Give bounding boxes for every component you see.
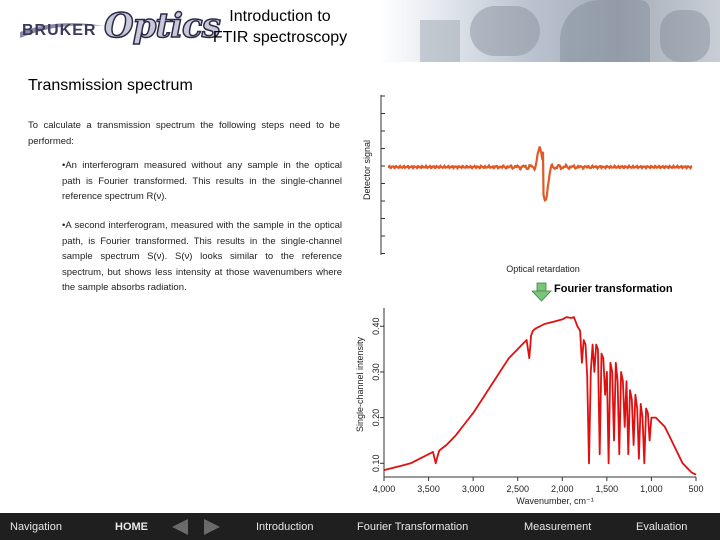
spectrum-x-tick-label: 2,500 xyxy=(506,484,529,494)
spectrum-y-tick-label: 0.20 xyxy=(371,409,381,427)
navigation-bar: Navigation HOME Introduction Fourier Tra… xyxy=(0,513,720,540)
spectrum-chart: 0.10 0.20 0.30 0.40 4,000 3,500 3,000 2,500 2,0… xyxy=(355,308,704,506)
nav-measurement-link[interactable]: Measurement xyxy=(524,521,592,533)
nav-fourier-link[interactable]: Fourier Transformation xyxy=(357,521,469,533)
title-line-2: FTIR spectroscopy xyxy=(212,29,348,46)
nav-label: Navigation xyxy=(10,521,62,533)
spectrum-y-tick-label: 0.30 xyxy=(371,363,381,381)
spectrum-x-tick-label: 2,000 xyxy=(551,484,574,494)
spectrum-y-tick-label: 0.10 xyxy=(371,455,381,473)
header: BRUKER Optics Introduction to FTIR spect… xyxy=(0,0,720,62)
spectrum-y-tick-label: 0.40 xyxy=(371,318,381,336)
down-arrow-icon xyxy=(532,282,552,302)
next-arrow-icon[interactable] xyxy=(204,519,220,535)
logo-brand: BRUKER xyxy=(22,22,97,39)
header-photo xyxy=(380,0,720,62)
interferogram-chart: Detector signal Optical retardation xyxy=(362,95,693,274)
previous-arrow-icon[interactable] xyxy=(172,519,188,535)
spectrum-x-tick-label: 1,000 xyxy=(640,484,663,494)
spectrum-x-tick-label: 500 xyxy=(688,484,703,494)
title-line-1: Introduction to xyxy=(229,8,331,25)
logo-swoosh-icon xyxy=(20,23,104,38)
interferogram-xlabel: Optical retardation xyxy=(506,264,580,274)
spectrum-xlabel: Wavenumber, cm⁻¹ xyxy=(516,496,593,506)
page-title: Introduction to FTIR spectroscopy xyxy=(200,6,360,48)
step-1-paragraph: An interferogram measured without any sa… xyxy=(62,158,342,205)
step-2-text: A second interferogram, measured with th… xyxy=(62,220,342,293)
fourier-transformation-label: Fourier transformation xyxy=(554,283,673,295)
charts-svg: Detector signal Optical retardation 0.10… xyxy=(355,95,704,506)
interferogram-ylabel: Detector signal xyxy=(362,140,372,200)
bruker-optics-logo: BRUKER Optics xyxy=(18,5,222,50)
nav-introduction-link[interactable]: Introduction xyxy=(256,521,314,533)
spectrum-x-tick-label: 3,000 xyxy=(462,484,485,494)
spectrum-x-tick-label: 4,000 xyxy=(373,484,396,494)
logo-product: Optics xyxy=(103,5,221,47)
spectrum-ylabel: Single-channel intensity xyxy=(355,336,365,432)
intro-paragraph: To calculate a transmission spectrum the… xyxy=(28,120,340,147)
step-2-paragraph: A second interferogram, measured with th… xyxy=(62,218,342,296)
spectrum-line xyxy=(383,316,697,476)
interferogram-line xyxy=(387,145,693,202)
spectrum-x-tick-label: 1,500 xyxy=(596,484,619,494)
step-1-text: An interferogram measured without any sa… xyxy=(62,160,342,202)
nav-evaluation-link[interactable]: Evaluation xyxy=(636,521,688,533)
nav-home-button[interactable]: HOME xyxy=(115,521,148,533)
spectrum-x-tick-label: 3,500 xyxy=(417,484,440,494)
section-title: Transmission spectrum xyxy=(28,77,193,94)
